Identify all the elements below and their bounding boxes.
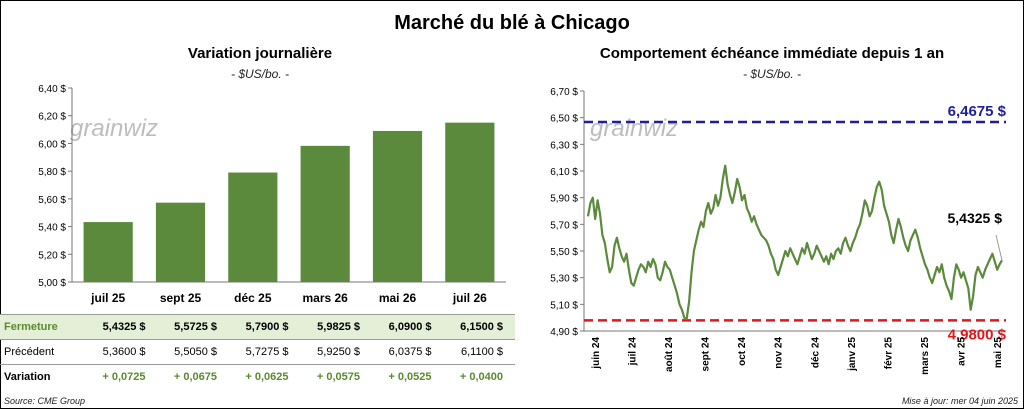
y-tick-label: 5,50 $ <box>550 247 578 258</box>
x-tick-label: mars 25 <box>920 337 931 375</box>
bar <box>228 172 278 282</box>
table-cell: 5,9825 $ <box>300 314 372 340</box>
y-tick-label: 5,60 $ <box>38 195 66 206</box>
watermark: grainwiz <box>70 115 158 142</box>
min-reference-label: 4,9800 $ <box>948 326 1007 343</box>
table-row: Fermeture 5,4325 $5,5725 $5,7900 $5,9825 … <box>0 314 515 340</box>
table-cell: + 0,0625 <box>245 371 289 383</box>
table-cell: + 0,0725 <box>102 371 146 383</box>
y-tick-label: 5,70 $ <box>550 220 578 231</box>
page-title: Marché du blé à Chicago <box>394 12 630 34</box>
row-label: Variation <box>4 371 51 383</box>
y-tick-label: 6,20 $ <box>38 112 66 123</box>
table-cell: 5,7275 $ <box>229 339 301 365</box>
watermark: grainwiz <box>590 115 678 142</box>
x-tick-label: sept 25 <box>160 291 202 305</box>
bar-chart: grainwiz 5,00 $ 5,20 $ 5,40 $ 5,60 $ 5,80 $ 6,… <box>38 84 506 305</box>
price-table: Fermeture 5,4325 $5,5725 $5,7900 $5,9825 … <box>0 314 515 389</box>
last-value-leader <box>995 234 1003 261</box>
x-tick-label: mai 25 <box>993 337 1004 369</box>
y-tick-label: 5,90 $ <box>550 194 578 205</box>
x-tick-label: janv 25 <box>847 337 858 372</box>
table-cell: 6,0900 $ <box>372 314 444 340</box>
last-value-label: 5,4325 $ <box>948 210 1003 226</box>
bar <box>83 222 133 282</box>
bar <box>300 145 350 282</box>
table-cell: 5,4325 $ <box>86 314 158 340</box>
x-tick-label: août 24 <box>664 337 675 372</box>
right-chart-title: Comportement échéance immédiate depuis 1… <box>599 45 945 62</box>
price-line <box>586 164 1003 321</box>
x-tick-label: juil 24 <box>628 337 639 367</box>
table-cell: 5,7900 $ <box>229 314 301 340</box>
row-label: Fermeture <box>0 314 86 340</box>
table-row: Variation + 0,0725 + 0,0675 + 0,0625 + 0,057… <box>0 365 515 390</box>
table-cell: + 0,0525 <box>388 371 432 383</box>
row-label: Précédent <box>0 339 86 365</box>
x-tick-label: juin 24 <box>591 337 602 370</box>
y-tick-label: 4,90 $ <box>550 327 578 338</box>
table-cell: 5,5050 $ <box>157 339 229 365</box>
y-tick-label: 6,50 $ <box>550 114 578 125</box>
left-chart-unit: - $US/bo. - <box>230 67 290 81</box>
x-tick-label: déc 25 <box>234 291 272 305</box>
bar <box>155 202 206 282</box>
x-tick-label: juil 25 <box>90 291 125 305</box>
table-cell: + 0,0675 <box>173 371 217 383</box>
source-note: Source: CME Group <box>4 396 86 406</box>
y-tick-label: 6,40 $ <box>38 84 66 95</box>
x-tick-label: juil 26 <box>452 291 487 305</box>
table-cell: 5,3600 $ <box>86 339 158 365</box>
y-tick-label: 5,40 $ <box>38 223 66 234</box>
x-tick-label: févr 25 <box>883 337 894 370</box>
table-cell: 6,0375 $ <box>372 339 444 365</box>
y-tick-label: 5,80 $ <box>38 167 66 178</box>
table-cell: 5,9250 $ <box>300 339 372 365</box>
x-tick-label: mars 26 <box>302 291 348 305</box>
x-tick-label: nov 24 <box>774 337 785 369</box>
x-tick-label: avr 25 <box>956 337 967 366</box>
x-tick-label: mai 26 <box>379 291 417 305</box>
bar <box>372 130 423 282</box>
bar <box>445 122 495 282</box>
y-tick-label: 6,30 $ <box>550 140 578 151</box>
y-tick-label: 5,10 $ <box>550 300 578 311</box>
y-tick-label: 6,00 $ <box>38 139 66 150</box>
x-tick-label: sept 24 <box>701 337 712 372</box>
table-cell: + 0,0400 <box>459 371 503 383</box>
table-cell: + 0,0575 <box>316 371 360 383</box>
x-tick-label: déc 24 <box>810 337 821 369</box>
x-tick-label: oct 24 <box>737 337 748 366</box>
line-chart: grainwiz 4,90 $ 5,10 $ 5,30 $ 5,50 $ 5,70 $ 5,… <box>550 87 1007 375</box>
y-tick-label: 5,00 $ <box>38 278 66 289</box>
table-cell: 6,1500 $ <box>443 314 515 340</box>
right-chart-unit: - $US/bo. - <box>742 67 802 81</box>
max-reference-label: 6,4675 $ <box>948 103 1007 120</box>
table-cell: 6,1100 $ <box>443 339 515 365</box>
table-row: Précédent 5,3600 $5,5050 $5,7275 $5,9250 … <box>0 339 515 365</box>
y-tick-label: 6,10 $ <box>550 167 578 178</box>
y-tick-label: 5,20 $ <box>38 250 66 261</box>
y-tick-label: 5,30 $ <box>550 274 578 285</box>
update-note: Mise à jour: mer 04 juin 2025 <box>901 396 1018 406</box>
y-tick-label: 6,70 $ <box>550 87 578 98</box>
left-chart-title: Variation journalière <box>187 45 333 62</box>
table-cell: 5,5725 $ <box>157 314 229 340</box>
